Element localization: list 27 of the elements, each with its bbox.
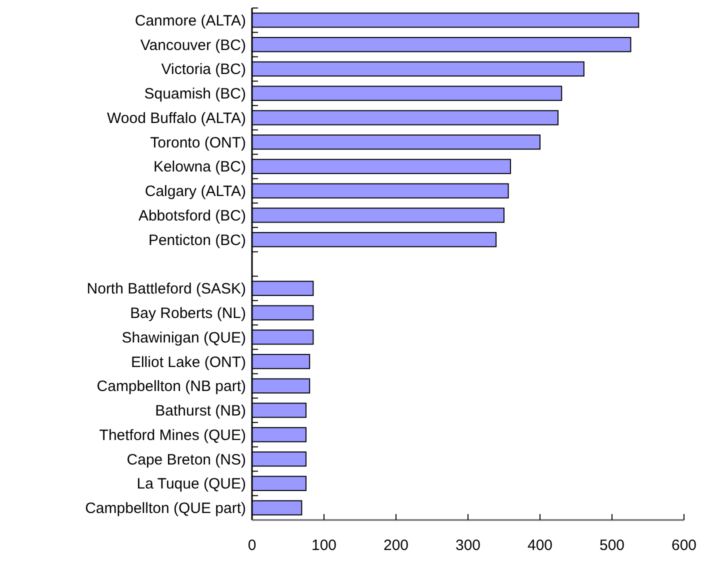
x-tick-label: 600 bbox=[671, 537, 697, 554]
y-tick-label: Campbellton (NB part) bbox=[96, 378, 246, 396]
y-tick-label: Campbellton (QUE part) bbox=[85, 500, 246, 518]
y-tick-label: Bathurst (NB) bbox=[155, 402, 246, 420]
x-tick-label: 100 bbox=[311, 537, 337, 554]
y-tick-label: Bay Roberts (NL) bbox=[130, 305, 246, 322]
x-tick-label: 200 bbox=[383, 537, 409, 554]
y-tick-label: Calgary (ALTA) bbox=[144, 183, 246, 200]
y-tick-label: Toronto (ONT) bbox=[150, 134, 246, 152]
x-tick-label: 0 bbox=[248, 537, 256, 554]
y-tick-label: Cape Breton (NS) bbox=[126, 451, 246, 468]
y-tick-label: Vancouver (BC) bbox=[140, 36, 246, 54]
y-tick-label: Shawinigan (QUE) bbox=[122, 329, 246, 346]
y-tick-label: Squamish (BC) bbox=[144, 86, 246, 103]
y-tick-label: Abbotsford (BC) bbox=[138, 207, 246, 224]
y-tick-label: Canmore (ALTA) bbox=[134, 12, 246, 30]
y-tick-label: Wood Buffalo (ALTA) bbox=[107, 110, 246, 127]
x-tick-label: 300 bbox=[455, 537, 481, 554]
y-tick-label: La Tuque (QUE) bbox=[136, 476, 246, 493]
y-tick-label: Victoria (BC) bbox=[161, 61, 246, 78]
y-tick-label: Penticton (BC) bbox=[148, 232, 246, 249]
y-tick-label: Thetford Mines (QUE) bbox=[99, 426, 246, 444]
x-tick-label: 500 bbox=[599, 537, 625, 554]
y-tick-label: Kelowna (BC) bbox=[153, 158, 246, 176]
x-tick-label: 400 bbox=[527, 537, 553, 554]
y-tick-label: North Battleford (SASK) bbox=[86, 280, 246, 298]
y-tick-label: Elliot Lake (ONT) bbox=[130, 354, 246, 371]
